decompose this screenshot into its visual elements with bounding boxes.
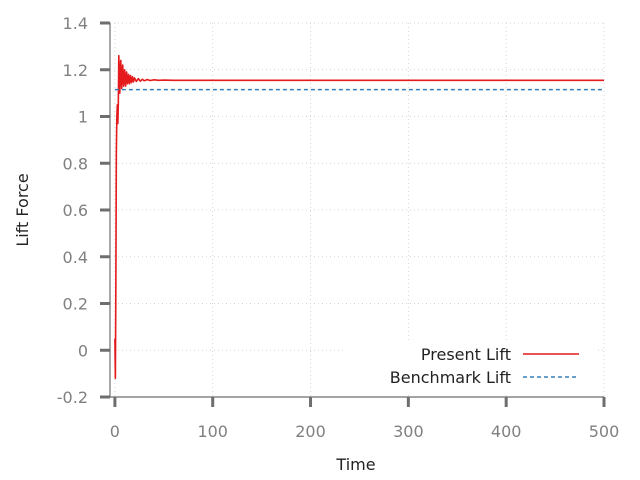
x-tick-label: 100 — [197, 422, 228, 441]
legend: Present Lift Benchmark Lift — [345, 340, 595, 392]
x-tick-label: 500 — [589, 422, 620, 441]
series-lines — [114, 54, 604, 380]
legend-label-present-lift: Present Lift — [421, 345, 511, 364]
x-tick-labels: 0 100 200 300 400 500 — [110, 422, 619, 441]
tick-marks — [100, 21, 606, 407]
y-tick-label: 1.4 — [63, 14, 88, 33]
y-tick-label: 0.4 — [63, 248, 88, 267]
y-tick-label: 0.2 — [63, 295, 88, 314]
x-tick-label: 0 — [110, 422, 120, 441]
y-tick-labels: -0.2 0 0.2 0.4 0.6 0.8 1 1.2 1.4 — [57, 14, 88, 407]
x-tick-label: 300 — [393, 422, 424, 441]
y-tick-label: 0.8 — [63, 154, 88, 173]
y-tick-label: 0.6 — [63, 201, 88, 220]
legend-background — [345, 340, 595, 392]
x-tick-label: 400 — [491, 422, 522, 441]
y-axis-title: Lift Force — [13, 173, 32, 246]
x-tick-label: 200 — [295, 422, 326, 441]
y-tick-label: 0 — [78, 341, 88, 360]
legend-label-benchmark-lift: Benchmark Lift — [390, 368, 511, 387]
series-line-present-lift — [114, 54, 604, 380]
y-tick-label: -0.2 — [57, 388, 88, 407]
y-tick-label: 1.2 — [63, 61, 88, 80]
y-tick-label: 1 — [78, 108, 88, 127]
x-axis-title: Time — [335, 455, 375, 474]
